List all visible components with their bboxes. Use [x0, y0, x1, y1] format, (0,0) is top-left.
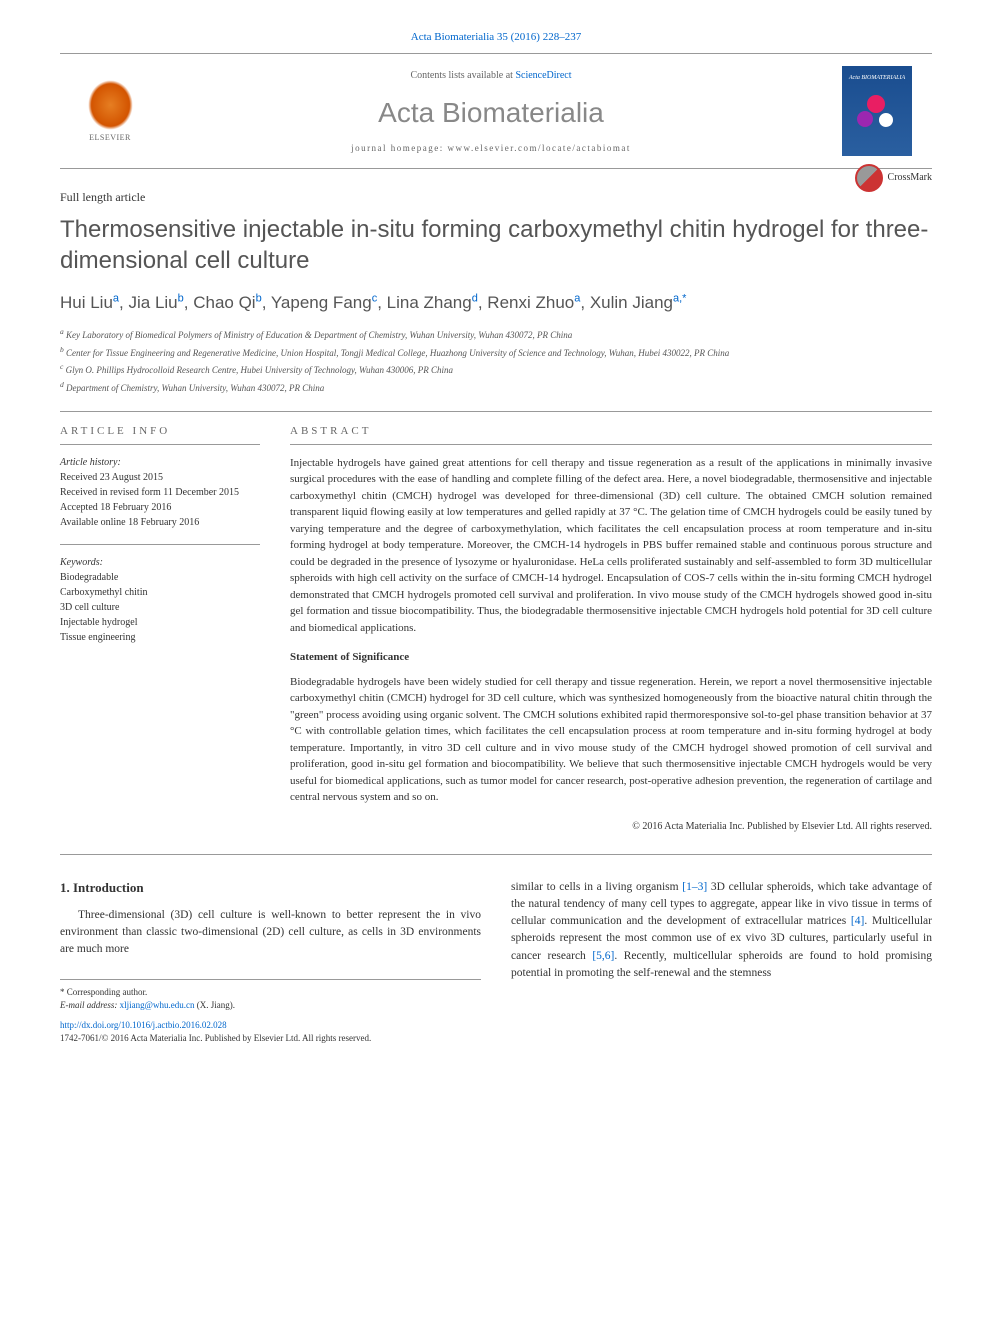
- accepted-date: Accepted 18 February 2016: [60, 500, 260, 515]
- article-title: Thermosensitive injectable in-situ formi…: [60, 214, 932, 276]
- affiliation-b: b Center for Tissue Engineering and Rege…: [60, 344, 932, 361]
- body-right-column: similar to cells in a living organism [1…: [511, 879, 932, 1046]
- author: Jia Liub: [129, 293, 184, 312]
- cover-ball-2: [857, 111, 873, 127]
- corresponding-footer: * Corresponding author. E-mail address: …: [60, 979, 481, 1046]
- ref-link-1-3[interactable]: [1–3]: [682, 881, 707, 893]
- keyword: Biodegradable: [60, 570, 260, 585]
- email-line: E-mail address: xljiang@whu.edu.cn (X. J…: [60, 999, 481, 1013]
- elsevier-logo: ELSEVIER: [80, 76, 140, 146]
- keyword: 3D cell culture: [60, 600, 260, 615]
- corresponding-line: * Corresponding author.: [60, 986, 481, 1000]
- authors-list: Hui Liua, Jia Liub, Chao Qib, Yapeng Fan…: [60, 291, 932, 315]
- affiliation-a: a Key Laboratory of Biomedical Polymers …: [60, 326, 932, 343]
- crossmark-label: CrossMark: [888, 171, 932, 185]
- intro-span: similar to cells in a living organism: [511, 881, 682, 893]
- author: Hui Liua: [60, 293, 119, 312]
- cover-graphic: [857, 93, 897, 133]
- email-suffix: (X. Jiang).: [194, 1000, 235, 1010]
- keywords-block: Keywords: Biodegradable Carboxymethyl ch…: [60, 555, 260, 645]
- body-columns: 1. Introduction Three-dimensional (3D) c…: [60, 879, 932, 1046]
- author: Chao Qib: [193, 293, 262, 312]
- cover-ball-1: [867, 95, 885, 113]
- keyword: Carboxymethyl chitin: [60, 585, 260, 600]
- keywords-rule: [60, 544, 260, 545]
- journal-name: Acta Biomaterialia: [140, 93, 842, 132]
- author: Lina Zhangd: [387, 293, 478, 312]
- ref-link-4[interactable]: [4]: [851, 915, 864, 927]
- contents-prefix: Contents lists available at: [410, 70, 515, 81]
- affiliation-c: c Glyn O. Phillips Hydrocolloid Research…: [60, 361, 932, 378]
- abstract-copyright: © 2016 Acta Materialia Inc. Published by…: [290, 820, 932, 834]
- cover-ball-3: [879, 113, 893, 127]
- homepage-prefix: journal homepage:: [351, 143, 447, 153]
- intro-text-right: similar to cells in a living organism [1…: [511, 879, 932, 983]
- email-link[interactable]: xljiang@whu.edu.cn: [120, 1000, 195, 1010]
- author: Xulin Jianga,*: [590, 293, 687, 312]
- received-date: Received 23 August 2015: [60, 470, 260, 485]
- intro-title: 1. Introduction: [60, 879, 481, 897]
- significance-header: Statement of Significance: [290, 650, 932, 665]
- body-left-column: 1. Introduction Three-dimensional (3D) c…: [60, 879, 481, 1046]
- abstract-header: ABSTRACT: [290, 424, 932, 439]
- keyword: Tissue engineering: [60, 630, 260, 645]
- article-info-header: ARTICLE INFO: [60, 424, 260, 439]
- abstract-text: Injectable hydrogels have gained great a…: [290, 455, 932, 637]
- abstract-rule: [290, 444, 932, 445]
- cover-title: Acta BIOMATERIALIA: [849, 74, 905, 82]
- contents-available-line: Contents lists available at ScienceDirec…: [140, 69, 842, 83]
- intro-text-left: Three-dimensional (3D) cell culture is w…: [60, 907, 481, 959]
- banner-center: Contents lists available at ScienceDirec…: [140, 69, 842, 155]
- elsevier-tree-icon: [88, 80, 133, 130]
- sciencedirect-link[interactable]: ScienceDirect: [515, 70, 571, 81]
- article-info-column: ARTICLE INFO Article history: Received 2…: [60, 424, 260, 833]
- article-type: Full length article: [60, 189, 932, 206]
- author: Yapeng Fangc: [271, 293, 377, 312]
- issn-copyright: 1742-7061/© 2016 Acta Materialia Inc. Pu…: [60, 1032, 481, 1046]
- significance-text: Biodegradable hydrogels have been widely…: [290, 674, 932, 806]
- history-label: Article history:: [60, 455, 260, 470]
- homepage-url[interactable]: www.elsevier.com/locate/actabiomat: [448, 143, 631, 153]
- divider: [60, 411, 932, 412]
- journal-cover-thumbnail: Acta BIOMATERIALIA: [842, 66, 912, 156]
- citation-header: Acta Biomaterialia 35 (2016) 228–237: [60, 30, 932, 45]
- divider: [60, 854, 932, 855]
- abstract-column: ABSTRACT Injectable hydrogels have gaine…: [290, 424, 932, 833]
- affiliation-d: d Department of Chemistry, Wuhan Univers…: [60, 379, 932, 396]
- keyword: Injectable hydrogel: [60, 615, 260, 630]
- revised-date: Received in revised form 11 December 201…: [60, 485, 260, 500]
- online-date: Available online 18 February 2016: [60, 515, 260, 530]
- email-label: E-mail address:: [60, 1000, 120, 1010]
- crossmark-icon: [855, 164, 883, 192]
- homepage-line: journal homepage: www.elsevier.com/locat…: [140, 142, 842, 155]
- journal-banner: ELSEVIER Contents lists available at Sci…: [60, 53, 932, 169]
- ref-link-5-6[interactable]: [5,6]: [592, 950, 614, 962]
- publisher-name: ELSEVIER: [89, 132, 131, 143]
- doi-link[interactable]: http://dx.doi.org/10.1016/j.actbio.2016.…: [60, 1019, 481, 1033]
- info-abstract-row: ARTICLE INFO Article history: Received 2…: [60, 424, 932, 833]
- article-history: Article history: Received 23 August 2015…: [60, 455, 260, 530]
- info-rule: [60, 444, 260, 445]
- affiliations: a Key Laboratory of Biomedical Polymers …: [60, 326, 932, 395]
- keywords-label: Keywords:: [60, 555, 260, 570]
- author: Renxi Zhuoa: [487, 293, 580, 312]
